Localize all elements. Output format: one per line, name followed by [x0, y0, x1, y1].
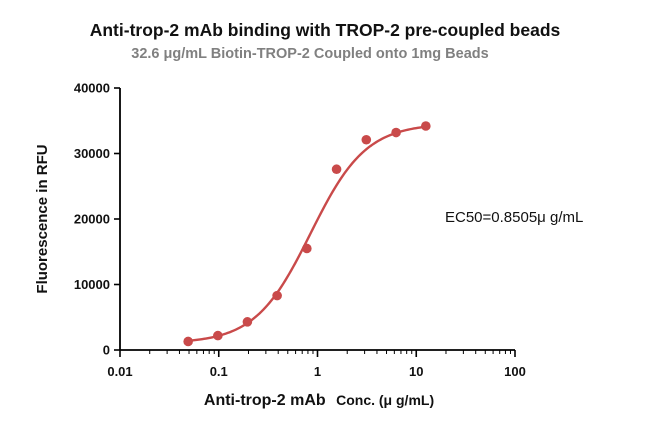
- x-axis-label: Anti-trop-2 mAb Conc. (μ g/mL): [204, 392, 434, 409]
- data-point: [361, 134, 372, 145]
- data-point: [331, 164, 342, 175]
- y-ticks: 0 10000 20000 30000 40000: [74, 81, 120, 358]
- y-tick-label: 10000: [74, 277, 110, 292]
- data-points: [183, 121, 431, 347]
- y-tick-label: 0: [103, 343, 110, 358]
- y-axis-label: Fluorescence in RFU: [34, 144, 51, 293]
- x-tick-label: 1: [314, 364, 321, 379]
- y-tick-label: 20000: [74, 212, 110, 227]
- data-point: [213, 330, 223, 341]
- x-tick-label: 0.01: [107, 364, 132, 379]
- fit-curve: [188, 125, 426, 343]
- data-point: [391, 127, 401, 138]
- chart-subtitle: 32.6 μg/mL Biotin-TROP-2 Coupled onto 1m…: [131, 46, 489, 62]
- data-point: [302, 243, 312, 254]
- x-tick-label: 0.1: [210, 364, 228, 379]
- x-tick-label: 10: [409, 364, 423, 379]
- x-tick-label: 100: [504, 364, 526, 379]
- x-ticks: 0.01 0.1 1 10 100: [107, 350, 526, 379]
- data-point: [421, 121, 431, 131]
- chart-title: Anti-trop-2 mAb binding with TROP-2 pre-…: [89, 20, 561, 40]
- x-axis-label-unit: Conc. (μ g/mL): [336, 392, 434, 408]
- x-axis-label-main: Anti-trop-2 mAb: [204, 392, 326, 409]
- y-tick-label: 30000: [74, 146, 110, 161]
- data-point: [242, 317, 253, 327]
- data-point: [272, 290, 282, 301]
- y-tick-label: 40000: [74, 81, 110, 96]
- ec50-annotation: EC50=0.8505μ g/mL: [445, 209, 583, 226]
- data-point: [183, 336, 193, 347]
